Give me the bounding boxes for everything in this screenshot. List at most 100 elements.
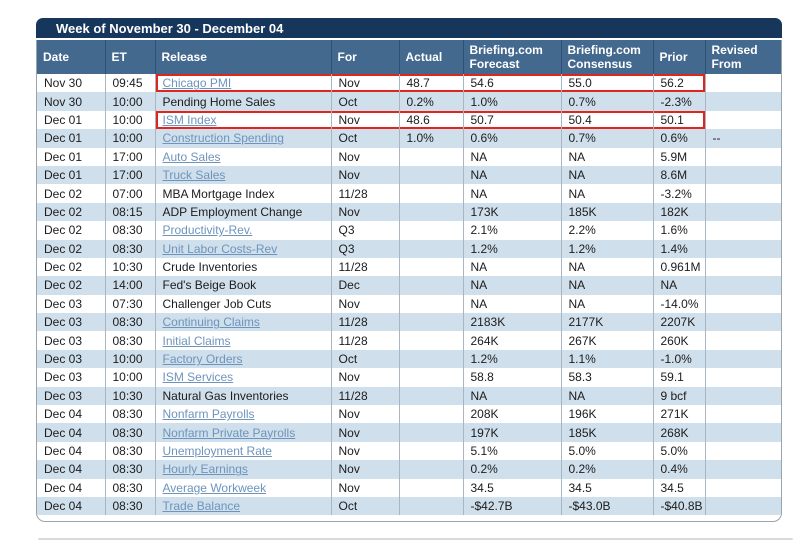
release-link[interactable]: Trade Balance [162,499,241,514]
forecast-cell: NA [463,257,562,277]
table-row: Dec 01 17:00 Auto Sales Nov NA NA 5.9M [37,147,781,166]
column-header-for: For [331,40,400,74]
actual-cell [399,496,464,516]
date-cell: Dec 03 [37,331,106,350]
release-cell: Initial Claims [155,331,332,350]
table-row: Dec 02 08:30 Unit Labor Costs-Rev Q3 1.2% 1.2… [37,239,781,258]
actual-cell [399,423,464,442]
release-text: Fed's Beige Book [162,278,257,293]
for-cell: Nov [331,147,400,166]
release-cell: Unemployment Rate [155,441,332,461]
release-text: Crude Inventories [162,260,258,275]
release-cell: Average Workweek [155,478,332,497]
release-link[interactable]: Nonfarm Private Payrolls [162,425,296,440]
release-link[interactable]: ISM Index [162,112,217,127]
prior-cell: 1.4% [653,239,706,258]
revised-cell [705,239,781,258]
forecast-cell: 197K [463,423,562,442]
et-cell: 10:00 [105,92,156,111]
forecast-cell: 50.7 [463,110,562,130]
forecast-cell: 1.2% [463,239,562,258]
actual-cell [399,221,464,240]
consensus-cell: -$43.0B [561,496,654,516]
date-cell: Dec 01 [37,165,106,185]
release-link[interactable]: ISM Services [162,370,234,385]
prior-cell: 0.961M [653,257,706,277]
actual-cell [399,478,464,497]
table-row: Dec 02 14:00 Fed's Beige Book Dec NA NA NA [37,276,781,295]
actual-cell [399,441,464,461]
for-cell: Oct [331,92,400,111]
release-link[interactable]: Chicago PMI [162,76,232,91]
consensus-cell: 2.2% [561,221,654,240]
et-cell: 14:00 [105,276,156,295]
consensus-cell: 50.4 [561,110,654,130]
et-cell: 08:30 [105,221,156,240]
release-link[interactable]: Construction Spending [162,131,284,146]
release-cell: Productivity-Rev. [155,221,332,240]
release-cell: ADP Employment Change [155,202,332,222]
forecast-cell: NA [463,184,562,203]
actual-cell [399,349,464,369]
forecast-cell: 173K [463,202,562,222]
for-cell: Nov [331,74,400,93]
calendar-body: Nov 30 09:45 Chicago PMI Nov 48.7 54.6 55.0 56.… [37,74,781,516]
consensus-cell: NA [561,294,654,314]
for-cell: Nov [331,478,400,497]
for-cell: Nov [331,368,400,387]
column-header-et: ET [105,40,156,74]
for-cell: 11/28 [331,386,400,406]
et-cell: 07:30 [105,294,156,314]
prior-cell: 56.2 [653,74,706,93]
column-header-forecast: Briefing.com Forecast [463,40,562,74]
release-link[interactable]: Truck Sales [162,168,226,183]
release-link[interactable]: Hourly Earnings [162,462,248,477]
release-cell: Fed's Beige Book [155,276,332,295]
actual-cell [399,368,464,387]
et-cell: 10:00 [105,129,156,148]
et-cell: 10:00 [105,368,156,387]
actual-cell [399,276,464,295]
prior-cell: 59.1 [653,368,706,387]
release-link[interactable]: Continuing Claims [162,315,260,330]
date-cell: Dec 02 [37,202,106,222]
release-link[interactable]: Factory Orders [162,352,243,367]
et-cell: 08:30 [105,496,156,516]
date-cell: Dec 03 [37,294,106,314]
release-link[interactable]: Initial Claims [162,333,231,348]
et-cell: 08:30 [105,460,156,479]
forecast-cell: 0.6% [463,129,562,148]
release-link[interactable]: Unit Labor Costs-Rev [162,241,278,256]
release-link[interactable]: Nonfarm Payrolls [162,407,255,422]
consensus-cell: 0.7% [561,129,654,148]
table-row: Dec 02 10:30 Crude Inventories 11/28 NA NA 0.9… [37,257,781,277]
release-cell: Pending Home Sales [155,92,332,111]
date-cell: Dec 04 [37,478,106,497]
table-row: Dec 04 08:30 Unemployment Rate Nov 5.1% 5.0% 5… [37,441,781,461]
table-row: Dec 03 07:30 Challenger Job Cuts Nov NA NA -14… [37,294,781,314]
release-link[interactable]: Productivity-Rev. [162,223,253,238]
release-link[interactable]: Average Workweek [162,480,267,495]
prior-cell: 9 bcf [653,386,706,406]
revised-cell [705,368,781,387]
release-text: ADP Employment Change [162,204,303,219]
release-link[interactable]: Auto Sales [162,149,221,164]
table-row: Dec 04 08:30 Nonfarm Private Payrolls Nov 19… [37,423,781,442]
revised-cell [705,294,781,314]
date-cell: Nov 30 [37,74,106,93]
for-cell: 11/28 [331,184,400,203]
bottom-separator [38,538,793,540]
consensus-cell: NA [561,147,654,166]
et-cell: 08:30 [105,405,156,424]
prior-cell: NA [653,276,706,295]
for-cell: 11/28 [331,331,400,350]
table-row: Dec 04 08:30 Average Workweek Nov 34.5 34.5 34… [37,478,781,497]
date-cell: Nov 30 [37,92,106,111]
prior-cell: 50.1 [653,110,706,130]
date-cell: Dec 04 [37,460,106,479]
et-cell: 08:30 [105,441,156,461]
date-cell: Dec 03 [37,349,106,369]
release-link[interactable]: Unemployment Rate [162,444,272,458]
table-row: Dec 03 10:00 ISM Services Nov 58.8 58.3 59.1 [37,368,781,387]
prior-cell: -1.0% [653,349,706,369]
